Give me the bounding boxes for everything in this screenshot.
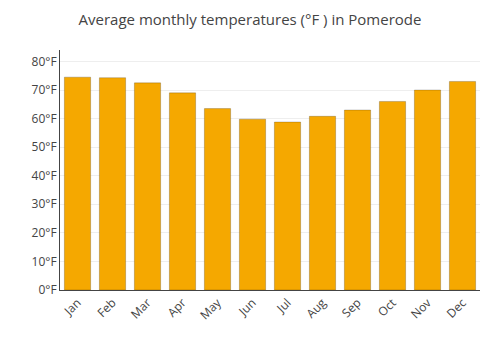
- svg-text:70°F: 70°F: [32, 81, 57, 98]
- svg-text:Aug: Aug: [302, 294, 330, 322]
- svg-text:Jul: Jul: [272, 294, 294, 316]
- svg-text:40°F: 40°F: [32, 167, 57, 184]
- svg-text:50°F: 50°F: [32, 138, 57, 155]
- svg-text:60°F: 60°F: [32, 110, 57, 127]
- svg-text:20°F: 20°F: [32, 224, 57, 241]
- svg-text:30°F: 30°F: [32, 195, 57, 212]
- svg-text:Feb: Feb: [93, 294, 119, 320]
- svg-text:Average monthly temperatures (: Average monthly temperatures (°F ) in Po…: [79, 9, 422, 29]
- svg-text:10°F: 10°F: [32, 253, 57, 270]
- svg-text:Jan: Jan: [60, 294, 85, 319]
- svg-text:80°F: 80°F: [32, 53, 57, 70]
- svg-text:0°F: 0°F: [38, 281, 56, 298]
- svg-text:Oct: Oct: [374, 294, 400, 320]
- svg-text:Dec: Dec: [443, 294, 470, 321]
- svg-text:Jun: Jun: [234, 294, 259, 319]
- svg-text:May: May: [196, 294, 225, 323]
- svg-text:Nov: Nov: [407, 294, 435, 322]
- svg-text:Apr: Apr: [164, 294, 190, 320]
- svg-text:Sep: Sep: [338, 294, 365, 321]
- svg-text:Mar: Mar: [127, 294, 155, 322]
